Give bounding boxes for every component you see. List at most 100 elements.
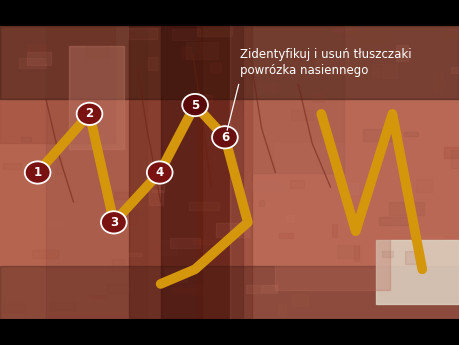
Bar bbox=[173, 284, 202, 295]
Bar bbox=[354, 246, 359, 261]
Bar bbox=[165, 268, 187, 282]
Bar bbox=[376, 240, 459, 304]
Bar bbox=[186, 42, 218, 59]
Bar bbox=[172, 29, 200, 40]
Bar bbox=[247, 102, 272, 119]
Bar bbox=[347, 183, 358, 195]
Bar bbox=[0, 26, 115, 143]
Bar bbox=[27, 44, 45, 51]
Bar bbox=[434, 73, 442, 90]
Text: 6: 6 bbox=[221, 131, 229, 144]
Bar bbox=[129, 26, 202, 319]
Bar bbox=[337, 245, 359, 258]
Bar bbox=[86, 43, 107, 57]
Bar bbox=[258, 200, 263, 206]
Bar bbox=[458, 232, 459, 241]
Bar bbox=[352, 65, 381, 78]
Text: 1: 1 bbox=[34, 166, 42, 179]
Bar bbox=[126, 253, 142, 256]
Bar bbox=[69, 47, 124, 149]
Bar bbox=[261, 285, 277, 292]
Bar bbox=[80, 100, 97, 117]
Ellipse shape bbox=[182, 94, 208, 116]
Bar bbox=[0, 26, 459, 99]
Bar bbox=[190, 202, 219, 210]
Bar bbox=[363, 129, 397, 141]
Bar bbox=[333, 25, 354, 33]
Ellipse shape bbox=[212, 126, 238, 148]
Bar bbox=[50, 302, 74, 310]
Bar bbox=[228, 99, 243, 116]
Bar bbox=[275, 143, 390, 290]
Bar bbox=[148, 57, 157, 70]
Bar bbox=[370, 205, 390, 218]
Bar bbox=[331, 224, 337, 237]
Bar bbox=[56, 158, 62, 174]
Bar bbox=[33, 222, 64, 226]
Bar bbox=[196, 20, 232, 36]
Bar bbox=[444, 147, 459, 158]
Bar bbox=[112, 259, 123, 270]
Bar bbox=[193, 240, 217, 244]
Bar bbox=[173, 288, 196, 292]
Bar bbox=[21, 137, 31, 141]
Text: 4: 4 bbox=[156, 166, 164, 179]
Bar bbox=[389, 202, 424, 215]
Bar bbox=[278, 304, 286, 316]
Ellipse shape bbox=[101, 211, 127, 234]
Text: 5: 5 bbox=[191, 99, 199, 111]
Bar bbox=[210, 63, 221, 72]
Bar bbox=[356, 32, 389, 43]
Bar bbox=[451, 150, 459, 168]
Bar bbox=[291, 294, 308, 306]
Bar bbox=[140, 159, 159, 177]
Bar bbox=[161, 26, 243, 319]
Bar bbox=[3, 304, 25, 312]
Bar bbox=[293, 54, 313, 59]
Bar bbox=[182, 47, 191, 58]
Bar bbox=[252, 181, 285, 190]
Bar bbox=[416, 179, 432, 192]
Bar bbox=[89, 295, 106, 298]
Bar bbox=[312, 94, 325, 102]
Bar bbox=[291, 110, 313, 119]
Ellipse shape bbox=[147, 161, 173, 184]
Bar bbox=[216, 223, 249, 237]
Bar bbox=[27, 52, 50, 65]
Text: 3: 3 bbox=[110, 216, 118, 229]
Bar bbox=[170, 238, 200, 248]
Bar bbox=[416, 236, 442, 239]
Bar bbox=[257, 82, 278, 93]
Bar bbox=[114, 211, 143, 215]
Bar bbox=[0, 266, 459, 319]
Bar bbox=[129, 28, 157, 39]
Bar bbox=[252, 26, 344, 172]
Bar bbox=[114, 193, 143, 199]
Bar bbox=[246, 285, 277, 293]
Bar bbox=[109, 211, 138, 224]
Bar bbox=[151, 183, 164, 192]
Bar bbox=[32, 250, 58, 258]
Bar bbox=[290, 180, 304, 188]
Bar bbox=[149, 190, 162, 205]
Bar bbox=[107, 284, 131, 293]
Text: Zidentyfikuj i usuń tłuszczaki
powrózka nasiennego: Zidentyfikuj i usuń tłuszczaki powrózka … bbox=[240, 48, 411, 77]
Bar bbox=[46, 26, 147, 319]
Bar bbox=[379, 217, 413, 225]
Bar bbox=[372, 63, 397, 78]
Bar bbox=[404, 131, 418, 136]
Bar bbox=[405, 250, 419, 264]
Ellipse shape bbox=[25, 161, 50, 184]
Bar bbox=[316, 58, 348, 74]
Bar bbox=[269, 35, 292, 43]
Ellipse shape bbox=[77, 103, 102, 125]
Bar bbox=[446, 27, 459, 37]
Bar bbox=[382, 251, 392, 257]
Bar bbox=[19, 58, 46, 68]
Text: 2: 2 bbox=[85, 107, 94, 120]
Bar bbox=[230, 26, 459, 319]
Bar bbox=[197, 26, 252, 319]
Bar bbox=[279, 233, 293, 238]
Bar bbox=[150, 240, 177, 255]
Bar bbox=[199, 95, 212, 101]
